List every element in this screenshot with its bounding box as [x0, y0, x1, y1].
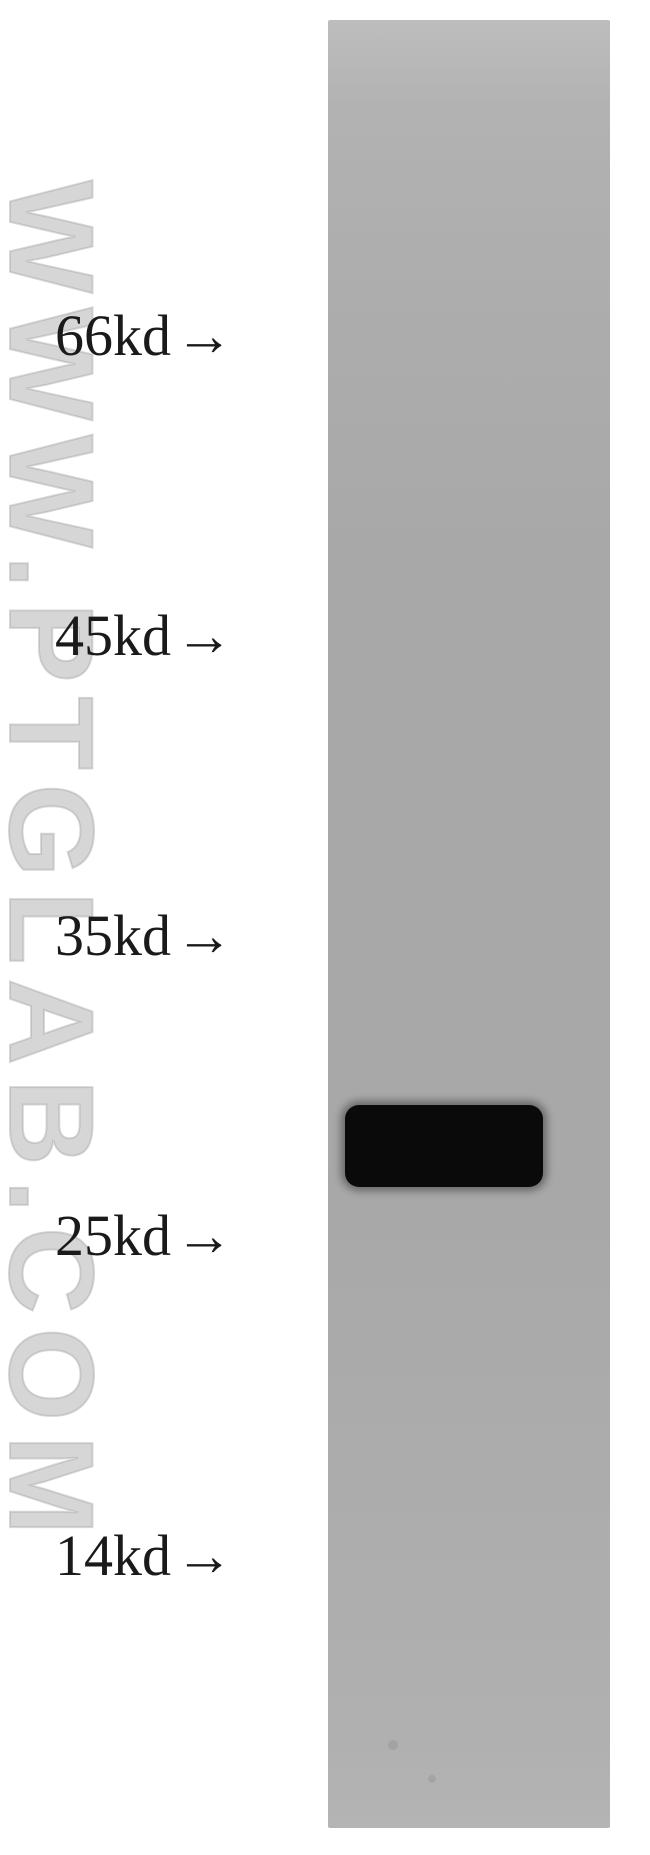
marker-label-text: 14kd [55, 1522, 171, 1589]
mw-marker-35kd: 35kd→ [55, 902, 233, 969]
marker-label-text: 45kd [55, 602, 171, 669]
blot-lane [328, 20, 610, 1828]
marker-label-text: 25kd [55, 1202, 171, 1269]
western-blot-figure: WWW.PTGLAB.COM 66kd→ 45kd→ 35kd→ 25kd→ 1… [0, 0, 650, 1855]
mw-marker-14kd: 14kd→ [55, 1522, 233, 1589]
artifact-spot [428, 1775, 436, 1783]
watermark-text: WWW.PTGLAB.COM [0, 180, 120, 1549]
mw-marker-45kd: 45kd→ [55, 602, 233, 669]
arrow-icon: → [175, 602, 233, 669]
marker-label-text: 35kd [55, 902, 171, 969]
arrow-icon: → [175, 302, 233, 369]
marker-label-text: 66kd [55, 302, 171, 369]
arrow-icon: → [175, 902, 233, 969]
protein-band [345, 1105, 543, 1187]
artifact-spot [388, 1740, 398, 1750]
arrow-icon: → [175, 1522, 233, 1589]
arrow-icon: → [175, 1202, 233, 1269]
mw-marker-66kd: 66kd→ [55, 302, 233, 369]
mw-marker-25kd: 25kd→ [55, 1202, 233, 1269]
